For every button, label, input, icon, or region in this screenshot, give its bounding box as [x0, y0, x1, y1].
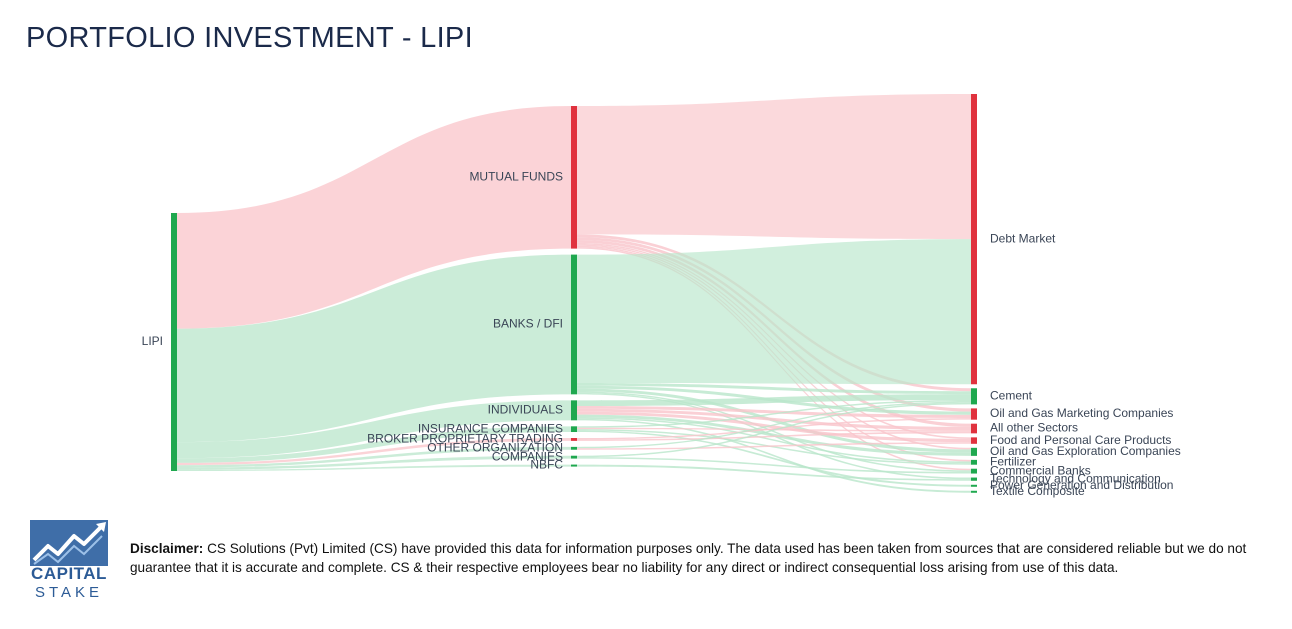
flow-nbfc-to-technology-and-communication: [577, 464, 971, 481]
node-label-nbfc: NBFC: [530, 458, 563, 472]
flow-lipi-to-individuals: [177, 400, 571, 459]
page-title: PORTFOLIO INVESTMENT - LIPI: [26, 22, 473, 54]
node-label-banks-dfi: BANKS / DFI: [493, 317, 563, 331]
flow-banks-dfi-to-debt-market: [577, 239, 971, 385]
node-food-and-personal-care-products: [971, 437, 977, 444]
node-label-broker-proprietary-trading: BROKER PROPRIETARY TRADING: [367, 432, 563, 446]
flow-lipi-to-banks-dfi: [177, 254, 571, 443]
disclaimer-label: Disclaimer:: [130, 541, 204, 556]
flow-broker-proprietary-trading-to-oil-and-gas-marketing-companies: [577, 418, 971, 440]
flow-insurance-companies-to-cement: [577, 399, 971, 428]
node-textile-composite: [971, 490, 977, 493]
node-cement: [971, 388, 977, 405]
capital-stake-logo: CAPITAL STAKE: [26, 518, 112, 604]
flow-companies-to-commercial-banks: [577, 457, 971, 474]
node-label-cement: Cement: [990, 389, 1033, 403]
flow-individuals-to-oil-and-gas-marketing-companies: [577, 406, 971, 419]
disclaimer-text: CS Solutions (Pvt) Limited (CS) have pro…: [130, 541, 1247, 575]
flow-broker-proprietary-trading-to-all-other-sectors: [577, 431, 971, 441]
node-commercial-banks: [971, 468, 977, 474]
flow-lipi-to-broker-proprietary-trading: [177, 438, 571, 466]
flow-individuals-to-textile-composite: [577, 418, 971, 493]
node-label-textile-composite: Textile Composite: [990, 484, 1085, 498]
flow-mutual-funds-to-debt-market: [577, 94, 971, 240]
node-label-oil-and-gas-marketing-companies: Oil and Gas Marketing Companies: [990, 406, 1173, 420]
flow-lipi-to-nbfc: [177, 464, 571, 471]
node-label-individuals: INDIVIDUALS: [488, 403, 563, 417]
flow-individuals-to-all-other-sectors: [577, 408, 971, 431]
node-label-all-other-sectors: All other Sectors: [990, 421, 1078, 435]
flow-insurance-companies-to-fertilizer: [577, 429, 971, 465]
node-nbfc: [571, 464, 577, 467]
node-label-companies: COMPANIES: [492, 449, 563, 463]
node-individuals: [571, 400, 577, 421]
flow-banks-dfi-to-cement: [577, 382, 971, 395]
node-label-insurance-companies: INSURANCE COMPANIES: [418, 421, 563, 435]
node-broker-proprietary-trading: [571, 438, 577, 441]
node-insurance-companies: [571, 426, 577, 433]
node-label-mutual-funds: MUTUAL FUNDS: [469, 169, 563, 183]
flow-insurance-companies-to-power-generation-and-distribution: [577, 430, 971, 487]
disclaimer: Disclaimer: CS Solutions (Pvt) Limited (…: [130, 539, 1270, 577]
node-label-oil-and-gas-exploration-companies: Oil and Gas Exploration Companies: [990, 444, 1181, 458]
node-lipi: [171, 213, 177, 471]
logo-text-capital: CAPITAL: [31, 564, 107, 583]
flow-individuals-to-oil-and-gas-exploration-companies: [577, 414, 971, 456]
node-mutual-funds: [571, 106, 577, 249]
flow-individuals-to-cement: [577, 394, 971, 407]
flow-lipi-to-companies: [177, 455, 571, 470]
flow-lipi-to-mutual-funds: [177, 106, 571, 329]
node-label-power-generation-and-distribution: Power Generation and Distribution: [990, 478, 1173, 492]
flow-other-organization-to-food-and-personal-care-products: [577, 442, 971, 450]
node-banks-dfi: [571, 254, 577, 395]
node-label-commercial-banks: Commercial Banks: [990, 463, 1091, 477]
logo-text-stake: STAKE: [34, 584, 104, 601]
node-other-organization: [571, 446, 577, 450]
flow-companies-to-cement: [577, 402, 971, 458]
flow-lipi-to-insurance-companies: [177, 426, 571, 463]
node-label-debt-market: Debt Market: [990, 231, 1056, 245]
logo-chart-icon: [30, 520, 108, 566]
node-all-other-sectors: [971, 423, 977, 434]
flow-individuals-to-fertilizer: [577, 417, 971, 464]
flow-individuals-to-food-and-personal-care-products: [577, 411, 971, 443]
node-fertilizer: [971, 459, 977, 465]
node-label-technology-and-communication: Technology and Communication: [990, 471, 1161, 485]
node-label-other-organization: OTHER ORGANIZATION: [427, 440, 563, 454]
node-label-lipi: LIPI: [142, 334, 163, 348]
node-power-generation-and-distribution: [971, 484, 977, 487]
node-debt-market: [971, 94, 977, 385]
flow-other-organization-to-cement: [577, 401, 971, 449]
flow-banks-dfi-to-commercial-banks: [577, 391, 971, 472]
node-label-food-and-personal-care-products: Food and Personal Care Products: [990, 433, 1171, 447]
node-oil-and-gas-marketing-companies: [971, 408, 977, 420]
node-oil-and-gas-exploration-companies: [971, 447, 977, 456]
node-label-fertilizer: Fertilizer: [990, 454, 1036, 468]
node-technology-and-communication: [971, 477, 977, 481]
flow-lipi-to-other-organization: [177, 446, 571, 468]
node-companies: [571, 455, 577, 459]
